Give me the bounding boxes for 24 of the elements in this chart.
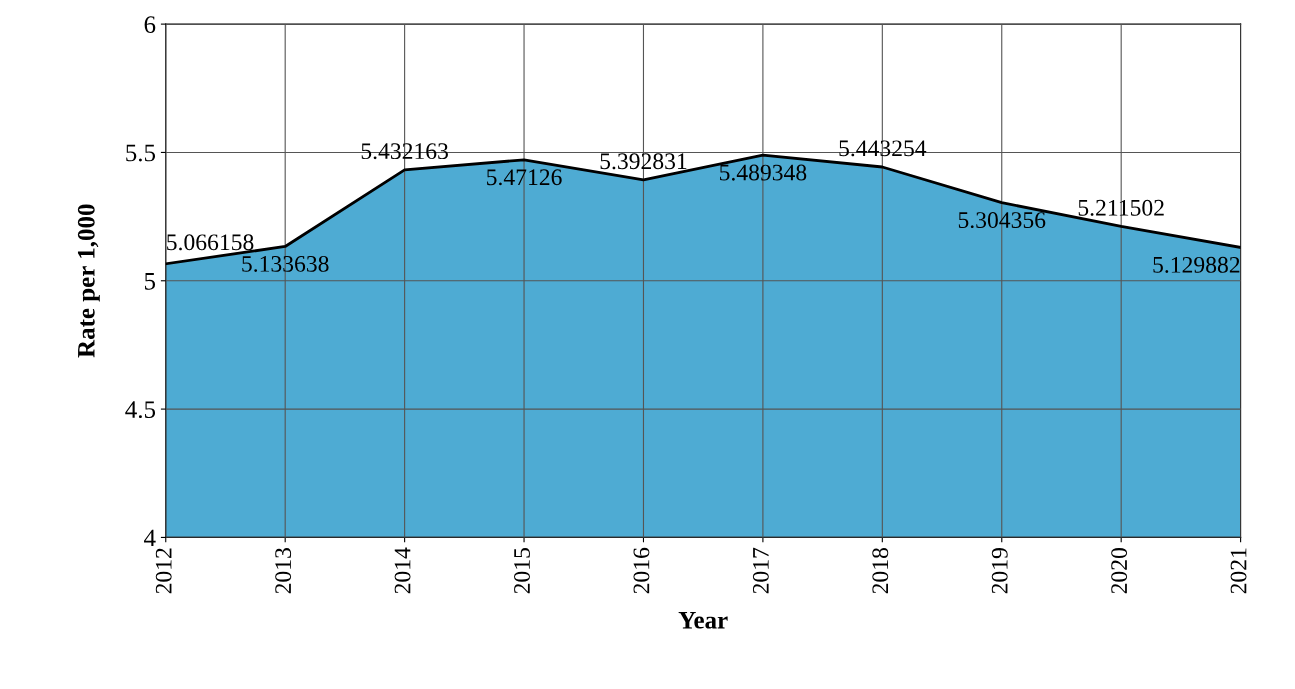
x-tick-label: 2015 [514, 548, 530, 594]
y-axis-title: Rate per 1,000 [77, 204, 100, 358]
y-tick-label: 5 [144, 273, 156, 290]
data-label: 5.066158 [167, 234, 254, 251]
x-tick-label: 2017 [752, 547, 769, 594]
x-tick-label: 2018 [872, 548, 889, 594]
x-axis-title: Year [678, 612, 728, 629]
y-tick-label: 5.5 [126, 144, 156, 162]
data-label: 5.489348 [720, 164, 807, 181]
y-tick-label: 4.5 [125, 401, 156, 419]
data-label: 5.47126 [487, 169, 562, 186]
x-tick-label: 2014 [394, 547, 411, 594]
y-tick-label: 4 [144, 529, 156, 547]
data-label: 5.304356 [958, 212, 1046, 229]
x-tick-label: 2019 [991, 548, 1008, 594]
x-tick-label: 2013 [275, 548, 292, 594]
data-label: 5.129882 [1153, 256, 1240, 273]
x-tick-label: 2021 [1230, 548, 1247, 594]
x-tick-label: 2012 [155, 548, 172, 594]
x-tick-label: 2016 [633, 547, 650, 594]
data-label: 5.211502 [1078, 199, 1164, 216]
y-tick-label: 6 [144, 16, 156, 34]
data-label: 5.133638 [242, 255, 329, 272]
x-tick-label: 2020 [1111, 548, 1128, 594]
